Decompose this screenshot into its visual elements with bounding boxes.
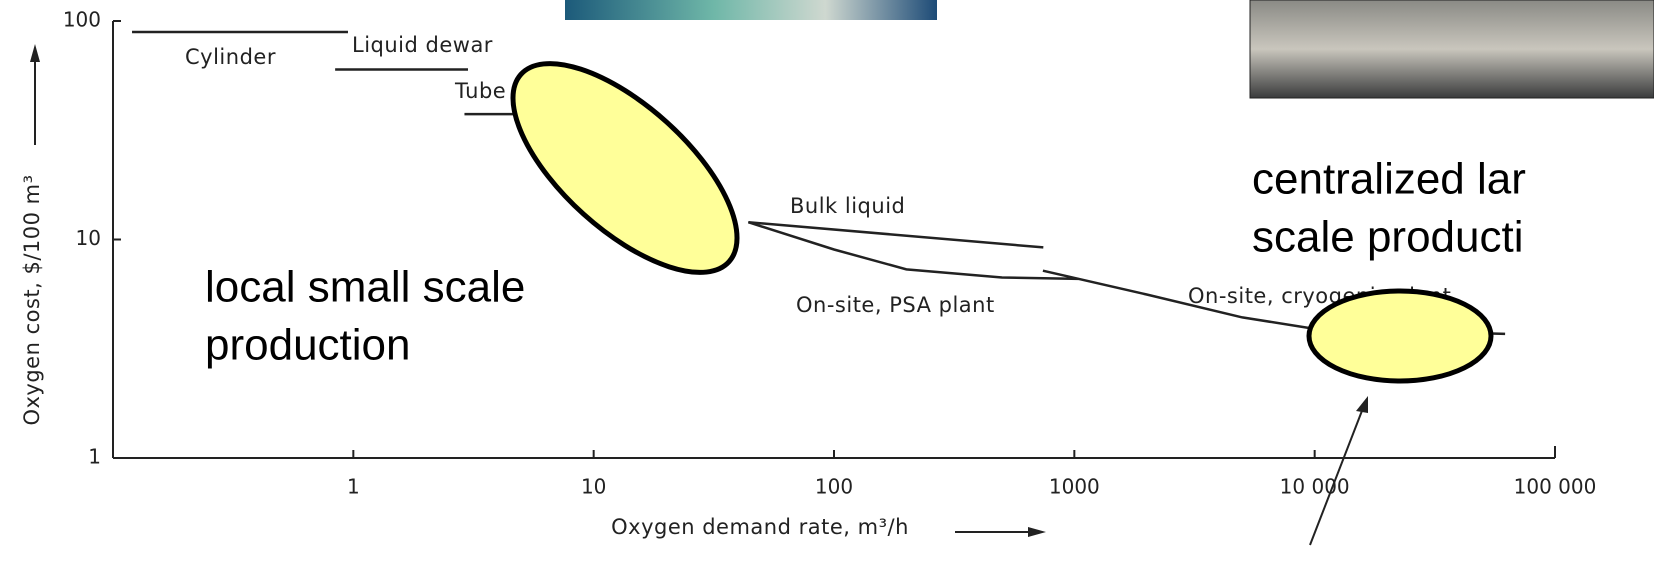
x-axis-label: Oxygen demand rate, m³/h	[611, 515, 909, 539]
series-line	[748, 222, 1078, 279]
y-tick-label: 100	[63, 8, 101, 32]
y-axis-label: Oxygen cost, $/100 m³	[20, 174, 44, 425]
y-tick-label: 1	[88, 445, 101, 469]
annotation: scale producti	[1252, 213, 1523, 262]
arrow-head	[1356, 396, 1368, 413]
series-label: Liquid dewar	[352, 33, 493, 57]
photo	[1250, 0, 1654, 98]
annotation: centralized lar	[1252, 155, 1526, 204]
x-tick-label: 1	[347, 475, 360, 499]
y-tick-label: 10	[76, 226, 101, 250]
annotation: production	[205, 321, 410, 370]
arrow-head	[1028, 527, 1046, 537]
arrow-head	[30, 44, 40, 62]
x-tick-label: 1000	[1049, 475, 1100, 499]
x-tick-label: 100	[815, 475, 853, 499]
annotation: local small scale	[205, 263, 525, 312]
photo	[565, 0, 937, 20]
series-label: On-site, PSA plant	[796, 293, 995, 317]
x-tick-label: 100 000	[1514, 475, 1597, 499]
series-label: Cylinder	[185, 45, 276, 69]
highlight	[1309, 291, 1491, 381]
chart: Oxygen demand rate, m³/h Oxygen cost, $/…	[0, 0, 1654, 578]
series-label: Bulk liquid	[790, 194, 905, 218]
x-tick-label: 10 000	[1280, 475, 1350, 499]
series-line	[748, 222, 1043, 247]
x-tick-label: 10	[581, 475, 606, 499]
